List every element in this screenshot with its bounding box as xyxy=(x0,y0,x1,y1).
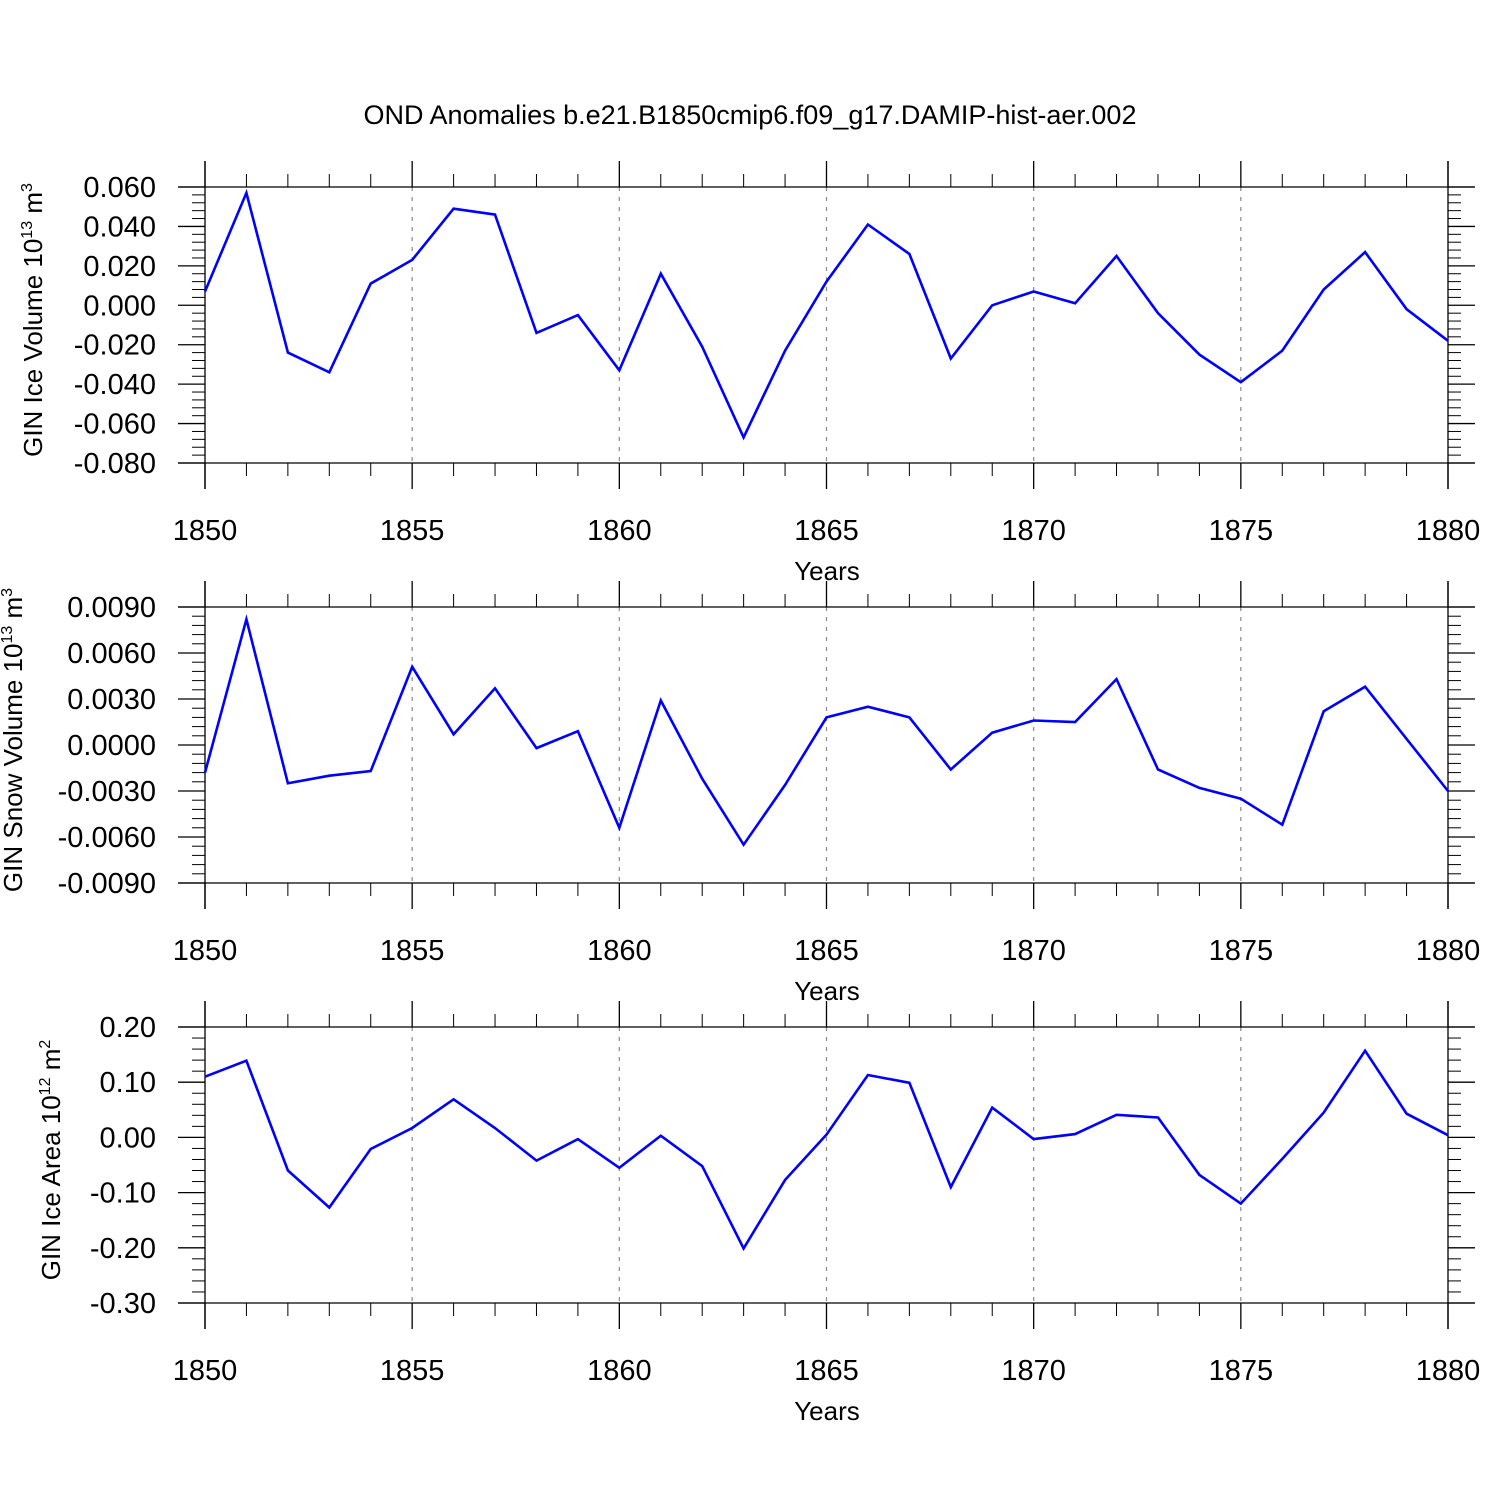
panel-3: 0.20 0.10 0.00 -0.10 -0.20 -0.30 1850 1855 1860 1… xyxy=(36,1001,1480,1426)
y-tick-label: 0.020 xyxy=(83,251,156,283)
y-tick-label: 0.000 xyxy=(83,290,156,322)
x-tick-label: 1880 xyxy=(1416,935,1481,967)
figure-title: OND Anomalies b.e21.B1850cmip6.f09_g17.D… xyxy=(364,100,1137,130)
y-tick-label: 0.20 xyxy=(100,1012,156,1044)
y-tick-label: 0.0030 xyxy=(67,684,156,716)
y-tick-label: 0.10 xyxy=(100,1067,156,1099)
x-tick-label: 1860 xyxy=(587,935,652,967)
y-tick-label: -0.30 xyxy=(90,1288,156,1320)
x-tick-label: 1855 xyxy=(380,1355,445,1387)
x-tick-label: 1865 xyxy=(794,935,859,967)
x-tick-label: 1870 xyxy=(1001,515,1066,547)
x-tick-label: 1850 xyxy=(173,515,238,547)
x-tick-label: 1870 xyxy=(1001,1355,1066,1387)
y-axis-label: GIN Snow Volume 1013 m3 xyxy=(0,588,28,892)
panel-1: 0.060 0.040 0.020 0.000 -0.020 -0.040 -0.060 -0… xyxy=(18,161,1480,586)
y-tick-label: 0.0000 xyxy=(67,730,156,762)
x-tick-label: 1855 xyxy=(380,515,445,547)
y-axis-label: GIN Ice Volume 1013 m3 xyxy=(18,183,48,457)
x-tick-label: 1870 xyxy=(1001,935,1066,967)
x-tick-label: 1860 xyxy=(587,1355,652,1387)
y-tick-label: -0.080 xyxy=(74,448,156,480)
y-tick-label: 0.00 xyxy=(100,1122,156,1154)
x-tick-label: 1875 xyxy=(1209,515,1274,547)
x-tick-label: 1875 xyxy=(1209,935,1274,967)
series-line xyxy=(204,1048,1449,1252)
y-tick-label: -0.040 xyxy=(74,369,156,401)
y-tick-label: 0.0060 xyxy=(67,638,156,670)
panel-2: 0.0090 0.0060 0.0030 0.0000 -0.0030 -0.0060 -0… xyxy=(0,581,1480,1006)
y-axis-label: GIN Ice Area 1012 m2 xyxy=(36,1040,66,1281)
y-tick-label: 0.040 xyxy=(83,211,156,243)
y-tick-label: -0.0090 xyxy=(58,868,156,900)
x-tick-label: 1865 xyxy=(794,515,859,547)
x-tick-label: 1880 xyxy=(1416,515,1481,547)
series-line xyxy=(203,188,1449,441)
x-tick-label: 1860 xyxy=(587,515,652,547)
y-tick-label: -0.0060 xyxy=(58,822,156,854)
x-axis-label: Years xyxy=(794,1396,860,1426)
y-tick-label: 0.0090 xyxy=(67,592,156,624)
y-tick-label: -0.020 xyxy=(74,330,156,362)
panels: 0.060 0.040 0.020 0.000 -0.020 -0.040 -0.060 -0… xyxy=(0,161,1480,1426)
x-tick-label: 1850 xyxy=(173,935,238,967)
x-tick-label: 1855 xyxy=(380,935,445,967)
series-line xyxy=(203,614,1450,848)
y-tick-label: -0.060 xyxy=(74,409,156,441)
x-tick-label: 1880 xyxy=(1416,1355,1481,1387)
y-tick-label: -0.0030 xyxy=(58,776,156,808)
x-tick-label: 1875 xyxy=(1209,1355,1274,1387)
x-tick-label: 1850 xyxy=(173,1355,238,1387)
x-tick-label: 1865 xyxy=(794,1355,859,1387)
y-tick-label: -0.20 xyxy=(90,1233,156,1265)
y-tick-label: 0.060 xyxy=(83,172,156,204)
y-tick-label: -0.10 xyxy=(90,1178,156,1210)
